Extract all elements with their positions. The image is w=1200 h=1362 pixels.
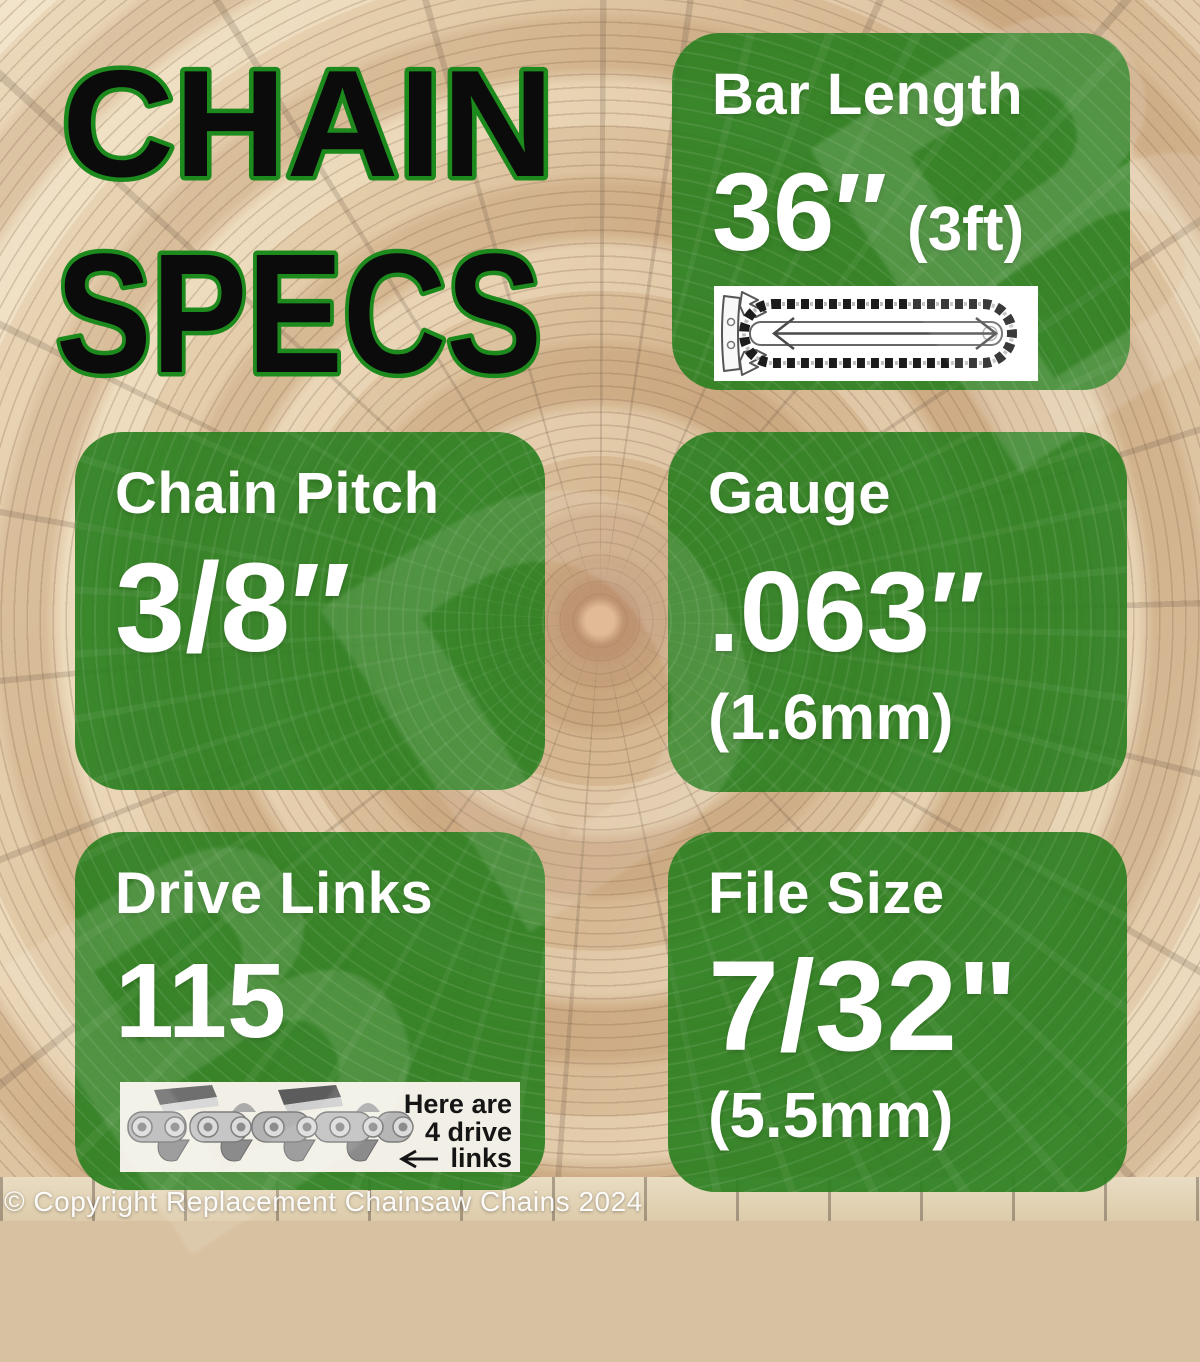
bar-length-value: 36″ xyxy=(712,151,888,274)
chain-rivets xyxy=(131,1116,414,1138)
file-size-value: 7/32" xyxy=(708,935,1018,1078)
gauge-metric-value: (1.6mm) xyxy=(708,681,954,753)
drive-links-note-line-1: Here are xyxy=(404,1089,512,1119)
chain-pitch-card: Chain Pitch 3/8″ xyxy=(75,432,545,790)
page-title: CHAIN SPECS xyxy=(52,35,559,414)
gauge-value: .063″ xyxy=(708,549,985,676)
title-line-1: CHAIN xyxy=(62,39,554,209)
chain-pitch-label: Chain Pitch xyxy=(115,461,440,526)
left-arrow-head-icon xyxy=(398,1149,417,1169)
gauge-label: Gauge xyxy=(708,461,891,526)
bar-length-value-row: 36″ (3ft) xyxy=(712,149,1024,276)
title-line-2: SPECS xyxy=(56,219,542,409)
bar-length-alt-value: (3ft) xyxy=(907,195,1025,264)
chain-drive-links-illustration: Here are 4 drive links xyxy=(120,1082,520,1172)
chainsaw-bar-illustration xyxy=(714,286,1038,381)
drive-links-value: 115 xyxy=(115,942,287,1060)
chain-segment-drawing: Here are 4 drive links xyxy=(120,1082,520,1172)
bar-length-card: Bar Length 36″ (3ft) xyxy=(672,33,1130,390)
drive-links-note-line-3: links xyxy=(450,1143,512,1172)
file-size-metric-value: (5.5mm) xyxy=(708,1079,954,1151)
chainsaw-bar-drawing xyxy=(714,286,1038,381)
gauge-card: Gauge .063″ (1.6mm) xyxy=(668,432,1127,792)
drive-links-card: Drive Links 115 xyxy=(75,832,545,1190)
drive-links-label: Drive Links xyxy=(115,861,434,926)
copyright-text: © Copyright Replacement Chainsaw Chains … xyxy=(4,1186,643,1217)
drive-links-note-line-2: 4 drive xyxy=(425,1117,512,1147)
chain-pitch-value: 3/8″ xyxy=(115,537,351,678)
file-size-card: File Size 7/32" (5.5mm) xyxy=(668,832,1127,1192)
file-size-label: File Size xyxy=(708,861,945,926)
bar-length-label: Bar Length xyxy=(712,62,1024,127)
